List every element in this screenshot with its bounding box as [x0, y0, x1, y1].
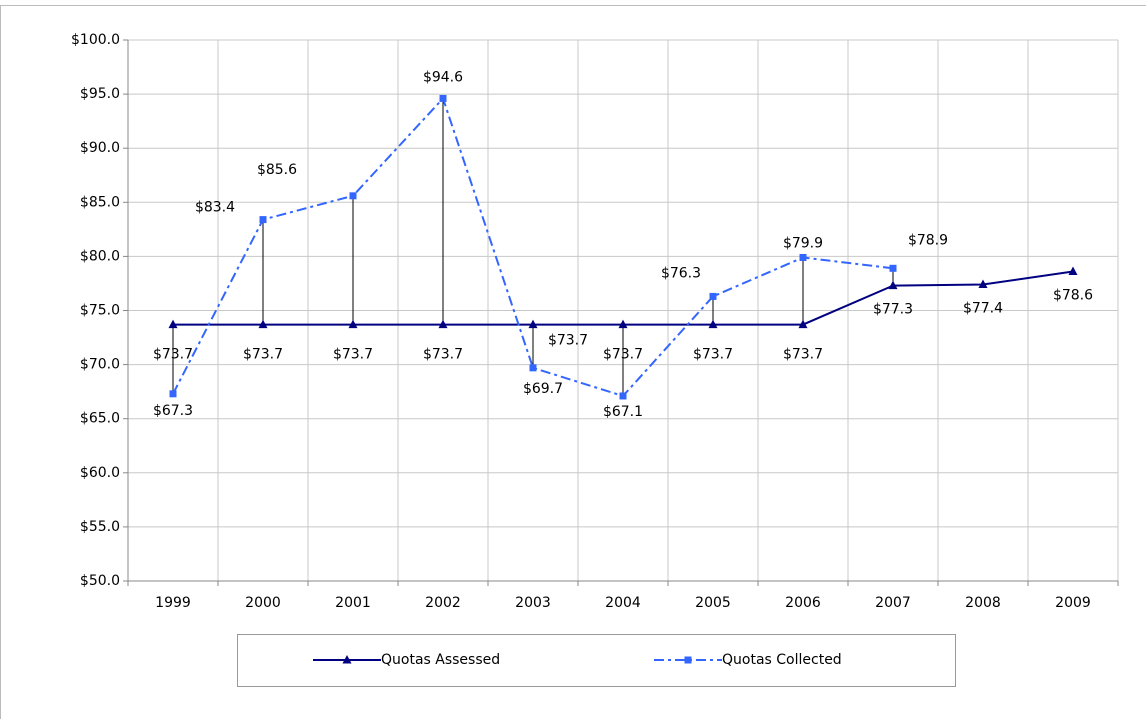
marker [168, 319, 178, 329]
legend-label: Quotas Assessed [381, 652, 500, 668]
y-tick-label: $90.0 [80, 140, 120, 156]
y-tick-label: $70.0 [80, 357, 120, 373]
y-tick-label: $85.0 [80, 194, 120, 210]
marker [889, 264, 897, 272]
marker [258, 319, 268, 329]
y-tick-label: $65.0 [80, 411, 120, 427]
x-tick-label: 1999 [155, 595, 191, 611]
data-label: $85.6 [257, 162, 297, 178]
y-tick-label: $50.0 [80, 573, 120, 589]
marker [349, 192, 357, 200]
x-tick-label: 2000 [245, 595, 281, 611]
data-label: $67.1 [603, 404, 643, 420]
x-tick-label: 2005 [695, 595, 731, 611]
data-label: $73.7 [548, 333, 588, 349]
data-label: $73.7 [693, 347, 733, 363]
x-tick-label: 2006 [785, 595, 821, 611]
marker [709, 292, 717, 300]
data-label: $73.7 [333, 347, 373, 363]
data-label: $94.6 [423, 69, 463, 85]
data-label: $73.7 [243, 347, 283, 363]
marker [798, 319, 808, 329]
marker [619, 392, 627, 400]
x-tick-label: 2002 [425, 595, 461, 611]
y-tick-label: $80.0 [80, 248, 120, 264]
y-tick-label: $55.0 [80, 519, 120, 535]
data-label: $78.9 [908, 232, 948, 248]
y-tick-label: $95.0 [80, 86, 120, 102]
data-label: $77.4 [963, 301, 1003, 317]
data-label: $67.3 [153, 403, 193, 419]
marker [1068, 266, 1078, 276]
marker [259, 216, 267, 224]
marker [342, 655, 352, 664]
marker [528, 319, 538, 329]
data-label: $73.7 [423, 347, 463, 363]
x-tick-label: 2008 [965, 595, 1001, 611]
chart-frame [0, 5, 1146, 719]
marker [348, 319, 358, 329]
data-label: $73.7 [783, 347, 823, 363]
x-tick-label: 2004 [605, 595, 641, 611]
marker [708, 319, 718, 329]
x-tick-label: 2007 [875, 595, 911, 611]
marker [169, 390, 177, 398]
marker [529, 364, 537, 372]
data-label: $73.7 [603, 347, 643, 363]
data-label: $69.7 [523, 381, 563, 397]
marker [438, 319, 448, 329]
x-tick-label: 2001 [335, 595, 371, 611]
marker [978, 279, 988, 289]
x-tick-label: 2003 [515, 595, 551, 611]
data-label: $79.9 [783, 235, 823, 251]
legend-label: Quotas Collected [722, 652, 842, 668]
y-tick-label: $100.0 [71, 32, 120, 48]
marker [684, 656, 692, 664]
data-label: $76.3 [661, 265, 701, 281]
data-label: $78.6 [1053, 288, 1093, 304]
marker [618, 319, 628, 329]
y-tick-label: $75.0 [80, 303, 120, 319]
marker [439, 94, 447, 102]
data-label: $73.7 [153, 347, 193, 363]
data-label: $83.4 [195, 200, 235, 216]
x-tick-label: 2009 [1055, 595, 1091, 611]
y-tick-label: $60.0 [80, 465, 120, 481]
marker [888, 280, 898, 290]
data-label: $77.3 [873, 302, 913, 318]
marker [799, 253, 807, 261]
